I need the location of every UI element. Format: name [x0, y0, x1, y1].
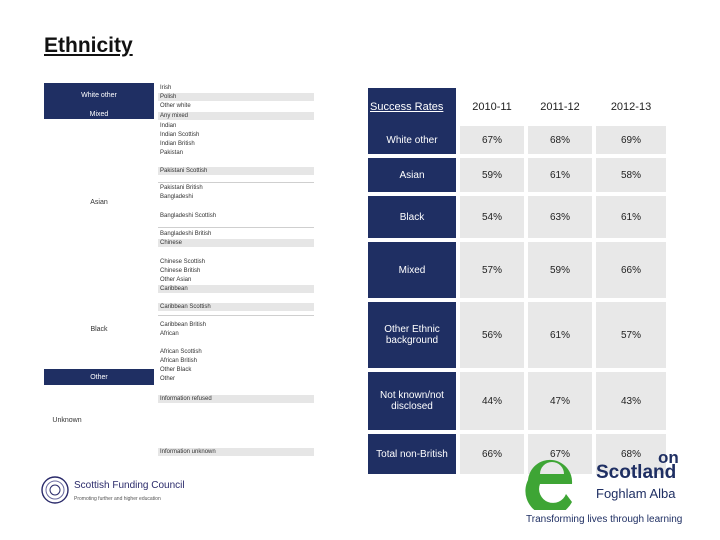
ethnicity-mapping-table: White other Mixed Asian Black Other Unkn…	[44, 83, 314, 457]
sub-row: Chinese Scottish	[160, 259, 206, 265]
es-gaelic-name: Foghlam Alba	[596, 486, 676, 501]
header-year-2012-13: 2012-13	[610, 101, 652, 113]
education-scotland-logo: on Scotland Foghlam Alba Transforming li…	[520, 440, 690, 530]
sub-row: Chinese	[158, 239, 314, 247]
row-label: Total non-British	[368, 434, 456, 474]
sub-row: Other Black	[160, 367, 192, 373]
table-row: White other 67% 68% 69%	[368, 126, 666, 154]
rate-cell: 56%	[460, 302, 524, 368]
category-column: White other Mixed Asian Black Other Unkn…	[44, 83, 154, 457]
sub-row: Other Asian	[160, 277, 192, 283]
sub-divider	[158, 182, 314, 183]
sub-divider	[158, 227, 314, 228]
success-rates-label: Success Rates	[370, 101, 444, 113]
sub-row: Indian Scottish	[160, 132, 200, 138]
rate-cell: 59%	[460, 158, 524, 192]
es-name: Scotland	[596, 462, 677, 483]
category-label-white-other: White other	[81, 92, 117, 99]
sub-row: Other	[160, 376, 176, 382]
header-label-cell: Success Rates	[368, 88, 456, 126]
sub-divider	[158, 315, 314, 316]
rate-cell: 61%	[528, 302, 592, 368]
es-partial-text: on	[658, 448, 679, 467]
rate-cell: 43%	[596, 372, 666, 430]
rate-cell: 63%	[528, 196, 592, 238]
sub-row: Pakistan	[160, 150, 184, 156]
sub-row: Caribbean Scottish	[158, 303, 314, 311]
sub-row: Indian British	[160, 141, 195, 147]
rate-cell: 68%	[528, 126, 592, 154]
sub-row: Pakistani Scottish	[158, 167, 314, 175]
row-label: Mixed	[368, 242, 456, 298]
rate-cell: 67%	[460, 126, 524, 154]
page-title: Ethnicity	[44, 34, 133, 57]
sub-row: Indian	[160, 123, 177, 129]
table-row: Total non-British 66% 67% 68%	[368, 434, 666, 474]
category-label-other: Other	[90, 374, 108, 381]
sub-row: Bangladeshi British	[160, 231, 212, 237]
sub-row: Other white	[160, 103, 191, 109]
rate-cell: 54%	[460, 196, 524, 238]
category-label-asian: Asian	[90, 199, 108, 206]
subcategory-column: Irish Polish Other white Any mixed India…	[158, 83, 314, 457]
sub-row: Irish	[160, 85, 172, 91]
rate-cell: 57%	[596, 302, 666, 368]
category-label-black: Black	[90, 326, 108, 333]
category-label-unknown: Unknown	[52, 417, 82, 424]
education-scotland-e-icon	[525, 459, 573, 510]
sub-row: Pakistani British	[160, 185, 203, 191]
rate-cell: 68%	[596, 434, 666, 474]
sub-row: African	[160, 331, 179, 337]
rate-cell: 57%	[460, 242, 524, 298]
header-year-2010-11: 2010-11	[472, 101, 512, 113]
sfc-name: Scottish Funding Council	[74, 480, 185, 491]
header-year-2011-12: 2011-12	[540, 101, 580, 113]
sub-row: Polish	[158, 93, 314, 101]
rate-cell: 59%	[528, 242, 592, 298]
sfc-tagline: Promoting further and higher education	[74, 496, 161, 502]
table-row: Black 54% 63% 61%	[368, 196, 666, 238]
rate-cell: 69%	[596, 126, 666, 154]
category-block-other	[44, 369, 154, 385]
es-tagline: Transforming lives through learning	[526, 514, 683, 525]
rate-cell: 61%	[528, 158, 592, 192]
table-row: Mixed 57% 59% 66%	[368, 242, 666, 298]
sfc-logo: Scottish Funding Council Promoting furth…	[40, 470, 200, 520]
table-row: Other Ethnic background 56% 61% 57%	[368, 302, 666, 368]
category-label-mixed: Mixed	[89, 111, 109, 118]
sub-row: Bangladeshi Scottish	[160, 213, 217, 219]
category-block-white-mixed	[44, 83, 154, 119]
rate-cell: 61%	[596, 196, 666, 238]
rate-cell: 44%	[460, 372, 524, 430]
rate-cell: 66%	[596, 242, 666, 298]
sub-row: Any mixed	[158, 112, 314, 120]
rate-cell: 47%	[528, 372, 592, 430]
sub-row: Caribbean	[158, 285, 314, 293]
table-header-row: Success Rates 2010-11 2011-12 2012-13	[368, 88, 666, 126]
sub-row: Information unknown	[158, 448, 314, 456]
row-label: Black	[368, 196, 456, 238]
table-row: Not known/not disclosed 44% 47% 43%	[368, 372, 666, 430]
rate-cell: 66%	[460, 434, 524, 474]
sub-row: Chinese British	[160, 268, 201, 274]
sub-row: Caribbean British	[160, 322, 207, 328]
rate-cell: 58%	[596, 158, 666, 192]
sub-row: Information refused	[158, 395, 314, 403]
table-row: Asian 59% 61% 58%	[368, 158, 666, 192]
row-label: Other Ethnic background	[368, 302, 456, 368]
sub-row: African Scottish	[160, 349, 202, 355]
row-label: Asian	[368, 158, 456, 192]
sub-row: Bangladeshi	[160, 194, 194, 200]
row-label: White other	[368, 126, 456, 154]
sfc-emblem-icon	[41, 476, 69, 504]
sub-row: African British	[160, 358, 198, 364]
row-label: Not known/not disclosed	[368, 372, 456, 430]
